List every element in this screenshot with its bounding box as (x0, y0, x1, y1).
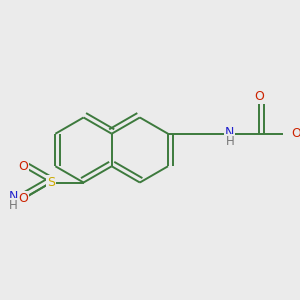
Text: H: H (225, 135, 234, 148)
Text: S: S (47, 176, 55, 189)
Text: O: O (18, 192, 28, 205)
Text: O: O (292, 127, 300, 140)
Text: N: N (225, 126, 235, 139)
Text: N: N (8, 190, 18, 203)
Text: O: O (254, 90, 264, 103)
Text: O: O (18, 160, 28, 173)
Text: H: H (9, 199, 18, 212)
